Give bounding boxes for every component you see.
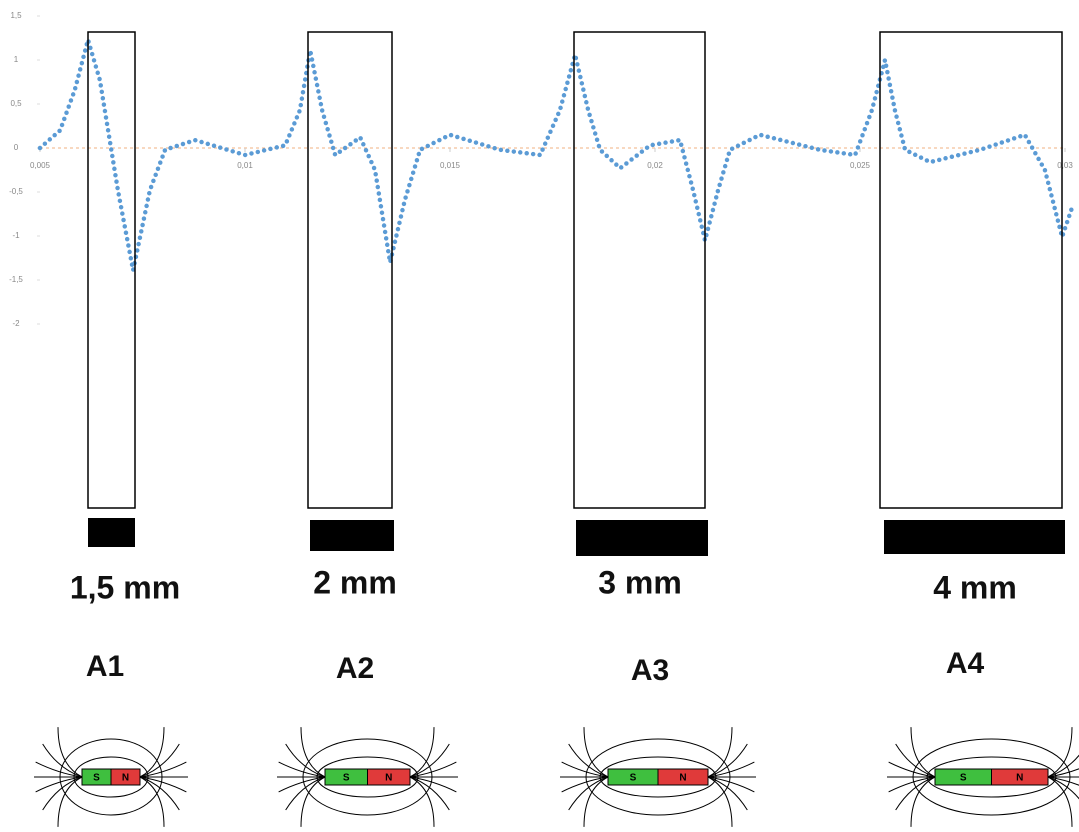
field-line (707, 743, 748, 778)
field-line (1047, 768, 1079, 778)
pole-label: S (960, 773, 967, 784)
data-line (37, 31, 1075, 271)
sample-size: 1,5 mm (70, 569, 180, 605)
field-line (409, 761, 457, 778)
field-line (285, 743, 326, 778)
field-line (895, 743, 936, 778)
field-line (568, 776, 609, 811)
sample-window (573, 31, 706, 509)
y-tick-label: -1 (12, 231, 20, 240)
y-tick-label: -1,5 (9, 275, 23, 284)
field-line (583, 776, 609, 827)
field-line (561, 761, 609, 778)
field-line (583, 727, 609, 778)
pole-label: N (1016, 773, 1023, 784)
pole-label: S (630, 773, 637, 784)
field-line (139, 743, 180, 778)
sample-size: 4 mm (933, 569, 1017, 605)
y-tick-label: 0 (14, 143, 19, 152)
sample-name: A4 (946, 647, 985, 680)
field-line (1047, 754, 1079, 778)
sample-name: A1 (86, 650, 124, 683)
field-line (910, 776, 936, 827)
sample-window (879, 31, 1063, 509)
field-line (895, 776, 936, 811)
sample-window (307, 31, 393, 509)
field-line (42, 776, 83, 811)
field-line (139, 776, 165, 827)
field-line (1047, 727, 1073, 778)
field-line (707, 776, 755, 793)
field-line (57, 776, 83, 827)
magnet-north (110, 768, 141, 786)
field-line (278, 776, 326, 793)
x-tick-label: 0,03 (1057, 161, 1073, 170)
x-tick-label: 0,02 (647, 161, 663, 170)
field-line (707, 776, 748, 811)
field-line (707, 727, 733, 778)
x-tick-label: 0,015 (440, 161, 461, 170)
magnet-north (367, 768, 411, 786)
y-tick-label: 1 (14, 55, 19, 64)
sample-window (87, 31, 136, 509)
field-line (285, 776, 326, 811)
x-tick-label: 0,005 (30, 161, 51, 170)
field-line (139, 776, 180, 811)
y-tick-label: 1,5 (10, 11, 22, 20)
magnet-north (991, 768, 1049, 786)
field-line (300, 776, 326, 827)
pole-label: N (122, 773, 129, 784)
sample-size: 3 mm (598, 564, 682, 600)
field-line (910, 727, 936, 778)
field-line (1047, 776, 1073, 827)
sample-size: 2 mm (313, 564, 397, 600)
field-line (707, 761, 755, 778)
field-line (888, 776, 936, 793)
sample-bar (884, 520, 1065, 554)
sample-name: A2 (336, 652, 374, 685)
sample-name: A3 (631, 654, 669, 687)
x-tick-label: 0,025 (850, 161, 871, 170)
field-line (707, 776, 733, 827)
field-line (409, 743, 450, 778)
field-line (409, 776, 450, 811)
magnet-north (657, 768, 709, 786)
field-line (139, 776, 187, 793)
pole-label: N (679, 773, 686, 784)
sample-bar (88, 518, 135, 547)
field-line (57, 727, 83, 778)
pole-label: N (385, 773, 392, 784)
sample-bar (310, 520, 394, 551)
field-line (568, 743, 609, 778)
field-line (409, 776, 435, 827)
pole-label: S (93, 773, 100, 784)
pole-label: S (343, 773, 350, 784)
field-line (1047, 776, 1079, 800)
y-tick-label: -2 (12, 319, 20, 328)
field-line (278, 761, 326, 778)
field-line (139, 761, 187, 778)
field-line (139, 727, 165, 778)
field-line (35, 761, 83, 778)
y-tick-label: -0,5 (9, 187, 23, 196)
field-line (35, 776, 83, 793)
y-tick-label: 0,5 (10, 99, 22, 108)
x-tick-label: 0,01 (237, 161, 253, 170)
field-line (409, 727, 435, 778)
field-line (409, 776, 457, 793)
sample-bar (576, 520, 708, 556)
field-line (888, 761, 936, 778)
field-line (1047, 776, 1079, 786)
field-line (42, 743, 83, 778)
field-line (300, 727, 326, 778)
field-line (561, 776, 609, 793)
